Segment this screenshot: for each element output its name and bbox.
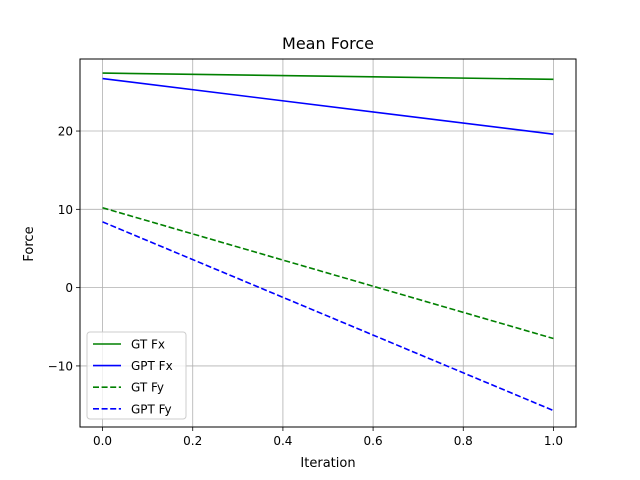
x-tick-label: 0.0	[93, 434, 112, 448]
y-axis-ticks: −10 0 10 20	[48, 125, 80, 373]
legend-label: GPT Fy	[131, 402, 172, 416]
series-line-gpt-fx	[102, 77, 554, 135]
y-tick-label: −10	[48, 359, 73, 373]
legend-box	[86, 331, 187, 420]
x-axis-ticks: 0.0 0.2 0.4 0.6 0.8 1.0	[93, 427, 563, 448]
series-lines	[102, 72, 554, 412]
y-axis-label: Force	[22, 226, 37, 261]
x-tick-label: 0.2	[183, 434, 202, 448]
series-line-gpt-fy	[102, 221, 554, 412]
legend: GT Fx GPT Fx GT Fy GPT Fy	[86, 331, 187, 420]
x-tick-label: 0.4	[273, 434, 292, 448]
legend-label: GPT Fx	[131, 359, 173, 373]
y-tick-label: 0	[65, 281, 73, 295]
x-axis-label: Iteration	[300, 456, 355, 471]
y-tick-label: 10	[58, 203, 73, 217]
series-line-gt-fy	[102, 206, 554, 340]
x-tick-label: 0.6	[364, 434, 383, 448]
x-tick-label: 0.8	[454, 434, 473, 448]
chart-title: Mean Force	[282, 34, 374, 53]
plot-frame	[79, 58, 577, 428]
legend-label: GT Fy	[131, 381, 164, 395]
grid	[80, 59, 576, 427]
y-tick-label: 20	[58, 125, 73, 139]
x-tick-label: 1.0	[544, 434, 563, 448]
series-line-gt-fx	[102, 72, 554, 81]
legend-label: GT Fx	[131, 338, 165, 352]
